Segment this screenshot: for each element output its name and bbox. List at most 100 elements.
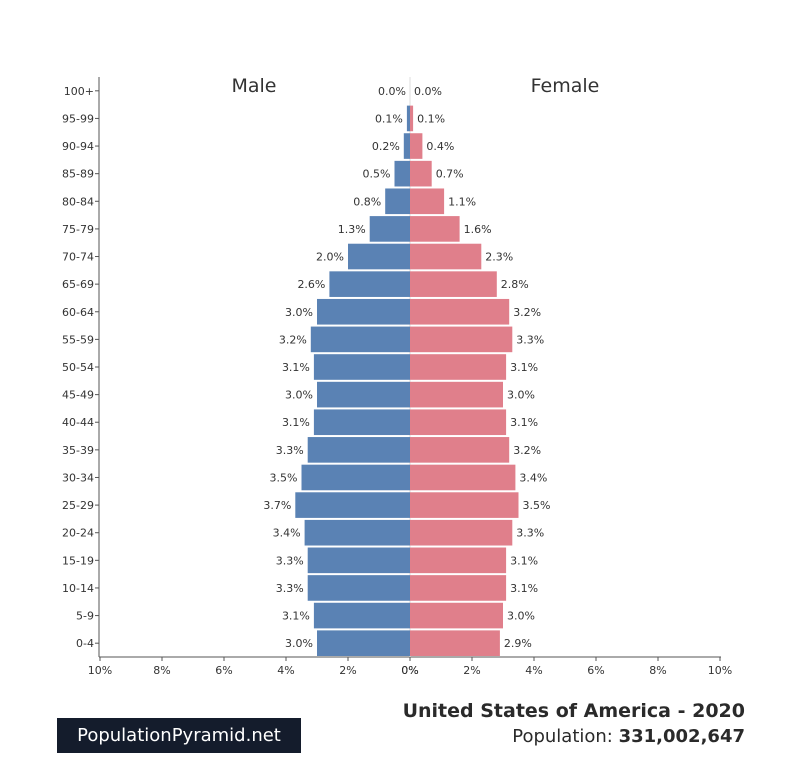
male-bar [329, 271, 410, 297]
country-title: United States of America - 2020 [402, 700, 745, 722]
male-bar [304, 519, 410, 546]
brand-logo[interactable]: PopulationPyramid.net [57, 718, 301, 753]
female-value-label: 2.3% [485, 251, 513, 264]
age-group-label: 35-39 [62, 444, 94, 457]
population-value: 331,002,647 [618, 726, 745, 747]
male-value-label: 3.2% [279, 333, 307, 346]
male-bar [301, 464, 410, 491]
female-value-label: 3.0% [507, 610, 535, 623]
male-bar [385, 188, 410, 215]
age-group-label: 65-69 [62, 278, 94, 291]
female-bar [410, 547, 507, 574]
female-value-label: 1.1% [448, 195, 476, 208]
age-group-label: 40-44 [62, 416, 94, 429]
female-bar [410, 160, 432, 187]
male-bar [317, 381, 410, 408]
male-bar [348, 243, 410, 270]
female-bar [410, 602, 503, 629]
female-value-label: 3.0% [507, 389, 535, 402]
x-tick-label: 8% [649, 664, 666, 677]
x-tick-label: 10% [88, 664, 112, 677]
male-value-label: 3.1% [282, 610, 310, 623]
age-group-label: 90-94 [62, 140, 94, 153]
male-value-label: 3.3% [276, 554, 304, 567]
female-bar [410, 409, 507, 436]
x-tick-label: 10% [708, 664, 732, 677]
female-value-label: 1.6% [464, 223, 492, 236]
age-group-label: 50-54 [62, 361, 94, 374]
female-bar [410, 630, 500, 656]
male-value-label: 3.7% [263, 499, 291, 512]
male-value-label: 0.2% [372, 140, 400, 153]
female-value-label: 3.1% [510, 582, 538, 595]
female-bar [410, 133, 423, 159]
x-tick-label: 2% [339, 664, 356, 677]
male-bar [317, 630, 410, 656]
male-value-label: 0.1% [375, 112, 403, 125]
x-tick-label: 2% [463, 664, 480, 677]
age-group-label: 20-24 [62, 527, 94, 540]
male-value-label: 0.0% [378, 85, 406, 98]
female-value-label: 3.1% [510, 554, 538, 567]
x-tick-label: 4% [277, 664, 294, 677]
female-value-label: 2.9% [504, 637, 532, 650]
male-value-label: 3.3% [276, 582, 304, 595]
male-title: Male [231, 75, 276, 97]
age-group-label: 0-4 [76, 637, 94, 650]
x-tick-label: 4% [525, 664, 542, 677]
male-value-label: 3.5% [270, 471, 298, 484]
female-bar [410, 464, 516, 491]
male-bar [394, 160, 410, 187]
female-bar [410, 354, 507, 380]
male-value-label: 3.0% [285, 306, 313, 319]
female-bar [410, 492, 519, 518]
female-bar [410, 243, 482, 270]
male-bar [307, 437, 410, 463]
female-value-label: 0.7% [436, 168, 464, 181]
male-bar [317, 298, 410, 325]
female-value-label: 3.3% [516, 333, 544, 346]
female-value-label: 0.1% [417, 112, 445, 125]
female-value-label: 3.1% [510, 416, 538, 429]
x-ticks: 10% 8% 6% 4% 2% 0%0% 2% 4% 6% 8% 10% [88, 657, 732, 677]
female-bar [410, 298, 510, 325]
age-group-label: 55-59 [62, 333, 94, 346]
male-value-label: 2.6% [297, 278, 325, 291]
female-bar [410, 188, 445, 215]
female-value-label: 3.1% [510, 361, 538, 374]
age-group-label: 10-14 [62, 582, 94, 595]
x-tick-label: 0% [401, 664, 418, 677]
female-bar [410, 437, 510, 463]
female-bar [410, 326, 513, 353]
female-bar [410, 271, 497, 297]
age-group-label: 15-19 [62, 554, 94, 567]
male-value-label: 3.0% [285, 389, 313, 402]
male-bar [406, 105, 410, 132]
age-group-label: 60-64 [62, 306, 94, 319]
age-group-label: 30-34 [62, 471, 94, 484]
female-bar [410, 381, 503, 408]
x-tick-label: 0% [401, 664, 418, 677]
male-bar [313, 354, 410, 380]
age-group-label: 95-99 [62, 112, 94, 125]
age-group-label: 85-89 [62, 168, 94, 181]
male-value-label: 1.3% [338, 223, 366, 236]
male-value-label: 3.3% [276, 444, 304, 457]
female-title: Female [531, 75, 600, 97]
age-labels: 0-4 5-9 10-14 15-19 20-24 25-29 30-34 35-39 40-4… [62, 85, 99, 650]
female-bar [410, 575, 507, 601]
x-tick-label: 6% [587, 664, 604, 677]
male-value-label: 0.8% [353, 195, 381, 208]
female-value-label: 0.4% [426, 140, 454, 153]
x-tick-label: 8% [153, 664, 170, 677]
age-group-label: 45-49 [62, 389, 94, 402]
female-value-label: 3.2% [513, 444, 541, 457]
male-value-label: 2.0% [316, 251, 344, 264]
female-bar [410, 105, 414, 132]
male-value-label: 3.4% [273, 527, 301, 540]
female-value-label: 3.5% [523, 499, 551, 512]
female-value-label: 3.2% [513, 306, 541, 319]
age-group-label: 75-79 [62, 223, 94, 236]
male-bar [295, 492, 410, 518]
age-group-label: 25-29 [62, 499, 94, 512]
